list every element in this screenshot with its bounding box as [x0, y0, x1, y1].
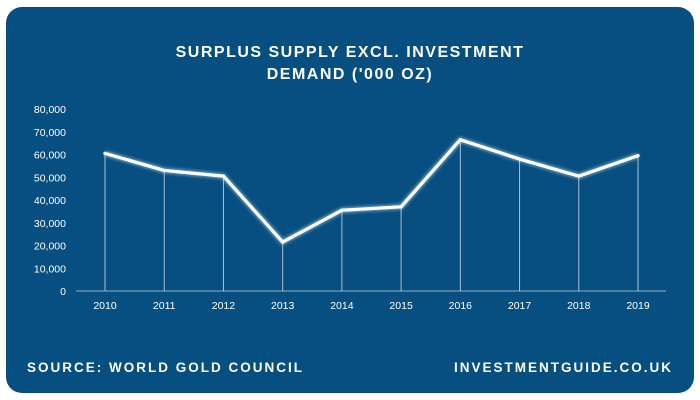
x-tick-label: 2014: [330, 300, 354, 312]
series-line-glow: [104, 137, 639, 245]
data-point: [636, 154, 640, 158]
y-tick-label: 60,000: [34, 150, 66, 162]
data-point: [577, 174, 581, 178]
x-tick-label: 2015: [389, 300, 413, 312]
x-tick-label: 2010: [93, 300, 117, 312]
chart-title-line-1: SURPLUS SUPPLY EXCL. INVESTMENT: [175, 44, 525, 61]
data-point: [103, 151, 107, 155]
y-tick-label: 10,000: [34, 263, 66, 275]
y-tick-label: 0: [60, 286, 66, 298]
data-point: [340, 208, 344, 212]
x-axis: 2010 2011 2012 2013 2014 2015 2016 2017 2018 2019: [76, 290, 666, 312]
x-tick-label: 2011: [153, 300, 176, 312]
x-tick-label: 2012: [212, 300, 236, 312]
data-point: [162, 168, 166, 173]
x-tick-label: 2013: [271, 300, 295, 312]
chart-card: [6, 7, 694, 393]
y-tick-label: 20,000: [34, 241, 66, 253]
drop-lines: [104, 139, 639, 291]
x-tick-label: 2018: [567, 300, 591, 312]
x-tick-label: 2017: [508, 300, 532, 312]
data-point: [458, 138, 462, 142]
data-point: [517, 157, 522, 161]
y-tick-label: 70,000: [34, 127, 66, 139]
y-tick-label: 50,000: [34, 172, 66, 184]
x-tick-label: 2016: [449, 300, 473, 312]
source-note: SOURCE: WORLD GOLD COUNCIL: [27, 360, 304, 375]
y-tick-label: 80,000: [34, 104, 66, 116]
site-link[interactable]: INVESTMENTGUIDE.CO.UK: [453, 360, 673, 375]
chart-title-line-2: DEMAND ('000 OZ): [266, 66, 434, 83]
series-line: [103, 138, 640, 244]
data-point: [399, 205, 403, 209]
y-tick-label: 30,000: [34, 218, 66, 230]
x-tick-label: 2019: [626, 300, 650, 312]
series-line-group: [103, 137, 640, 245]
y-axis: 0 10,000 20,000 30,000 40,000 50,000 60,000 70,…: [34, 104, 66, 298]
y-tick-label: 40,000: [34, 195, 66, 207]
data-point: [281, 240, 285, 244]
data-point: [221, 174, 226, 178]
